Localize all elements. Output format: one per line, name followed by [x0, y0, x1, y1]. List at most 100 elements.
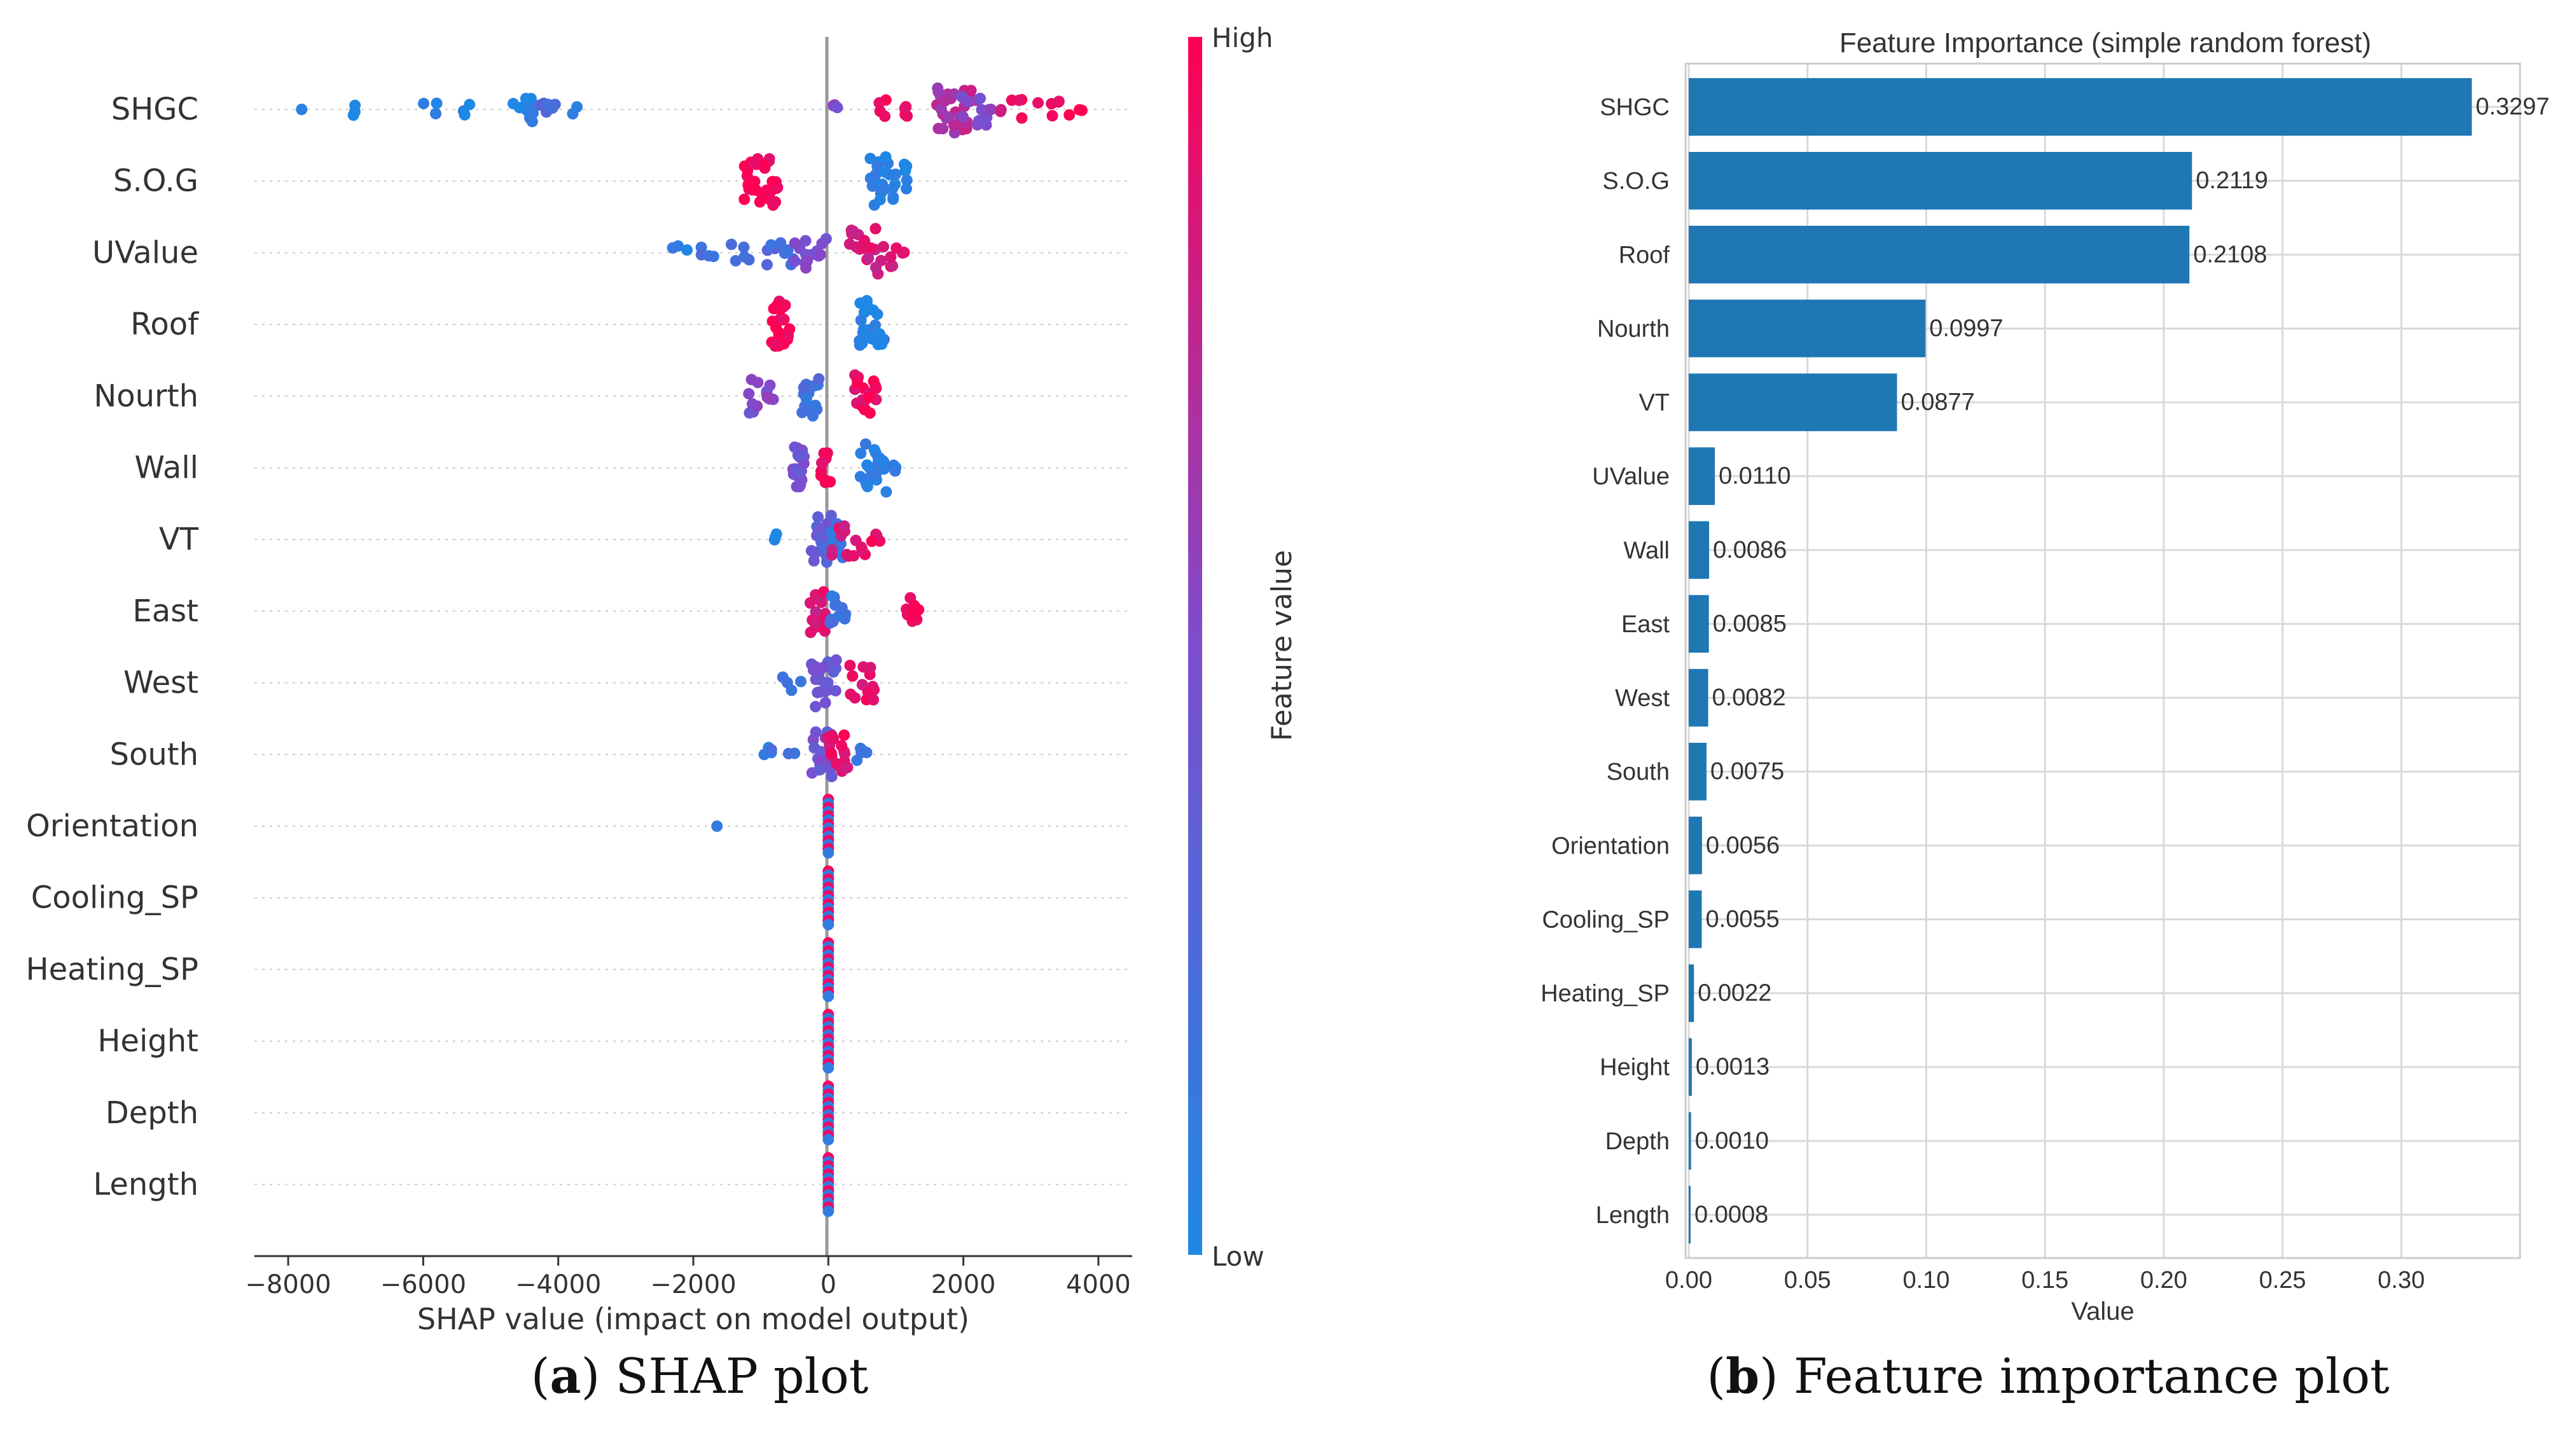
fi-bar	[1689, 742, 1707, 801]
shap-point	[855, 447, 867, 459]
shap-point	[864, 407, 876, 419]
shap-feature-labels: SHGC S.O.G UValue Roof Nourth Wall VT East West S…	[26, 92, 200, 1203]
shap-point	[825, 747, 837, 759]
shap-point	[814, 764, 825, 776]
shap-point	[962, 95, 973, 107]
colorbar-low-label: Low	[1212, 1241, 1264, 1272]
shap-point	[1016, 112, 1028, 124]
shap-point	[800, 262, 812, 274]
shap-point	[874, 328, 886, 340]
shap-point	[822, 847, 834, 859]
shap-point	[744, 407, 756, 419]
shap-feature-label: Orientation	[26, 808, 198, 844]
shap-point	[775, 237, 787, 249]
fi-x-tick-label: 0.05	[1784, 1267, 1831, 1294]
fi-value-label: 0.0008	[1694, 1201, 1768, 1228]
shap-point	[974, 92, 986, 104]
shap-point	[789, 255, 801, 267]
fi-bar	[1689, 78, 2472, 136]
shap-point	[858, 235, 870, 247]
shap-point	[789, 237, 801, 249]
shap-x-tick-label: 2000	[931, 1270, 996, 1299]
shap-point	[681, 244, 693, 256]
fi-x-ticks: 0.00 0.05 0.10 0.15 0.20 0.25 0.30	[1665, 1267, 2425, 1294]
feature-importance-plot: Feature Importance (simple random forest…	[1541, 27, 2549, 1404]
shap-point	[862, 252, 875, 264]
fi-bar	[1689, 1038, 1692, 1096]
fi-bar	[1689, 817, 1702, 875]
shap-point	[738, 193, 751, 205]
shap-point	[822, 918, 834, 930]
fi-category-label: Orientation	[1551, 833, 1670, 859]
caption-a-letter: a	[550, 1348, 581, 1404]
shap-point	[829, 599, 841, 611]
shap-feature-label: VT	[159, 522, 199, 557]
fi-value-label: 0.0877	[1901, 389, 1975, 416]
shap-point	[765, 239, 777, 251]
shap-point	[801, 393, 812, 405]
fi-category-label: Cooling_SP	[1542, 906, 1670, 933]
fi-value-label: 0.2119	[2196, 167, 2268, 194]
shap-point	[880, 486, 892, 498]
shap-point	[908, 602, 920, 614]
shap-point	[761, 259, 773, 271]
shap-point	[870, 467, 882, 479]
shap-point	[771, 338, 783, 350]
fi-bar	[1689, 300, 1926, 357]
shap-point	[808, 555, 820, 567]
shap-point	[431, 97, 443, 109]
shap-point	[824, 476, 836, 488]
shap-point	[525, 93, 537, 105]
shap-feature-label: S.O.G	[113, 163, 198, 199]
shap-point	[770, 531, 781, 543]
shap-point	[809, 661, 821, 673]
shap-point	[761, 391, 773, 403]
shap-point	[863, 391, 875, 403]
shap-x-axis-label: SHAP value (impact on model output)	[417, 1302, 969, 1336]
shap-point	[864, 303, 876, 315]
shap-point	[826, 770, 838, 782]
shap-point	[725, 239, 737, 251]
shap-point	[899, 102, 911, 114]
shap-feature-label: Wall	[135, 450, 198, 486]
shap-point	[814, 249, 826, 261]
shap-point	[810, 616, 822, 628]
shap-point	[768, 197, 780, 209]
shap-point	[965, 85, 977, 97]
shap-point	[810, 399, 821, 411]
shap-point	[430, 107, 441, 120]
colorbar-high-label: High	[1212, 22, 1273, 53]
fi-value-label: 0.2108	[2193, 241, 2267, 268]
fi-category-label: Wall	[1624, 537, 1670, 564]
fi-x-tick-label: 0.10	[1902, 1267, 1949, 1294]
shap-point	[534, 99, 546, 111]
shap-point	[890, 242, 903, 254]
shap-point	[743, 254, 755, 266]
shap-point	[828, 666, 840, 678]
shap-point	[766, 176, 779, 188]
fi-value-label: 0.3297	[2476, 93, 2549, 120]
fi-bars: 0.3297 0.2119 0.2108 0.0997 0.0877 0.0110 0.00…	[1689, 78, 2549, 1244]
shap-feature-label: Cooling_SP	[31, 880, 198, 916]
fi-value-label: 0.0010	[1695, 1128, 1769, 1154]
shap-point	[937, 123, 949, 135]
shap-point	[985, 104, 997, 115]
shap-point	[905, 611, 917, 623]
shap-point	[781, 677, 793, 689]
shap-point	[844, 660, 856, 672]
fi-category-label: S.O.G	[1602, 168, 1670, 195]
shap-point	[976, 104, 988, 116]
shap-point	[818, 661, 830, 673]
shap-point	[866, 536, 878, 548]
shap-point	[857, 661, 869, 673]
shap-x-tick-label: −8000	[245, 1270, 331, 1299]
shap-feature-label: South	[110, 736, 199, 772]
shap-feature-label: East	[132, 593, 198, 629]
fi-category-label: Heating_SP	[1541, 981, 1670, 1007]
shap-point	[845, 688, 857, 700]
fi-value-label: 0.0082	[1712, 684, 1786, 711]
shap-point	[711, 820, 723, 832]
shap-point	[822, 677, 834, 689]
fi-category-label: Nourth	[1597, 315, 1670, 342]
shap-point	[887, 182, 899, 194]
